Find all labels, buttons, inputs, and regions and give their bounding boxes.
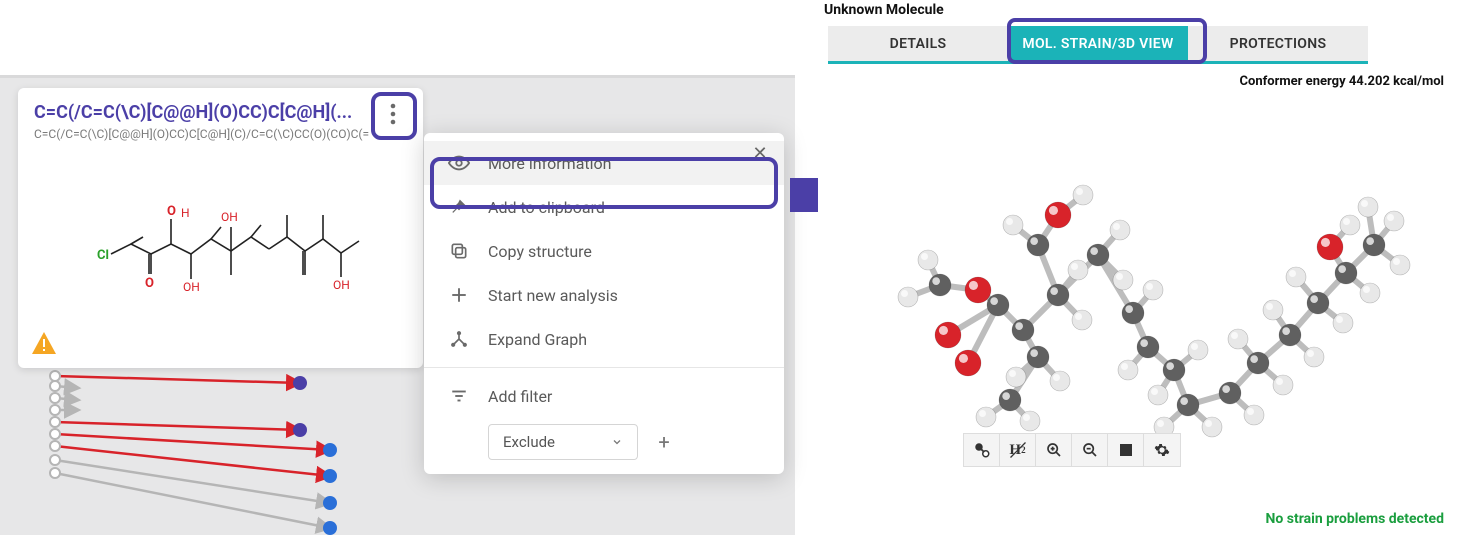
- svg-text:Cl: Cl: [97, 248, 109, 263]
- menu-start-analysis[interactable]: Start new analysis: [424, 273, 784, 317]
- menu-more-information[interactable]: More information: [424, 141, 784, 185]
- menu-item-label: Add to clipboard: [488, 198, 605, 217]
- tree-icon: [448, 328, 470, 350]
- tab-details[interactable]: DETAILS: [828, 26, 1008, 61]
- tool-zoom-in-button[interactable]: [1036, 434, 1072, 466]
- tool-zoom-out-button[interactable]: [1072, 434, 1108, 466]
- structure-2d: Cl O O H OH OH OH: [34, 159, 407, 319]
- menu-add-filter: Add filter: [424, 374, 784, 418]
- menu-item-label: Add filter: [488, 387, 552, 406]
- pin-icon: [448, 196, 470, 218]
- filter-mode-select[interactable]: Exclude: [488, 424, 638, 460]
- card-context-menu: ✕ More information Add to clipboard Copy…: [424, 133, 784, 474]
- svg-text:O: O: [167, 204, 176, 219]
- copy-icon: [448, 240, 470, 262]
- tool-settings-button[interactable]: [1144, 434, 1180, 466]
- menu-item-label: Start new analysis: [488, 286, 618, 305]
- add-filter-button[interactable]: +: [650, 428, 678, 456]
- svg-text:OH: OH: [221, 210, 238, 224]
- tool-hydrogen-button[interactable]: H2: [1000, 434, 1036, 466]
- viewer-toolbar: H2: [963, 433, 1181, 467]
- molecule-3d-svg: [828, 95, 1438, 475]
- card-menu-button[interactable]: [375, 96, 411, 132]
- tab-row: DETAILS MOL. STRAIN/3D VIEW PROTECTIONS: [828, 26, 1368, 64]
- molecule-title: Unknown Molecule: [818, 0, 1458, 20]
- smiles-subtitle: C=C(/C=C(\C)[C@@H](O)CC)C[C@H](C)/C=C(\C…: [34, 127, 407, 141]
- molecule-card: C=C(/C=C(\C)[C@@H](O)CC)C[C@H](... C=C(/…: [18, 88, 423, 368]
- menu-close-button[interactable]: ✕: [748, 141, 772, 165]
- tool-style-button[interactable]: [964, 434, 1000, 466]
- svg-text:O: O: [145, 276, 154, 291]
- right-panel: Unknown Molecule DETAILS MOL. STRAIN/3D …: [818, 0, 1458, 535]
- menu-separator: [424, 367, 784, 368]
- filter-icon: [448, 385, 470, 407]
- viewer-3d[interactable]: H2: [828, 95, 1438, 475]
- svg-text:OH: OH: [183, 280, 200, 294]
- menu-item-label: Copy structure: [488, 242, 592, 261]
- menu-add-clipboard[interactable]: Add to clipboard: [424, 185, 784, 229]
- tool-stop-button[interactable]: [1108, 434, 1144, 466]
- tab-mol-strain-3d[interactable]: MOL. STRAIN/3D VIEW: [1008, 26, 1188, 61]
- smiles-title: C=C(/C=C(\C)[C@@H](O)CC)C[C@H](...: [34, 102, 407, 123]
- conformer-energy: Conformer energy 44.202 kcal/mol: [818, 64, 1458, 89]
- menu-expand-graph[interactable]: Expand Graph: [424, 317, 784, 361]
- svg-text:H: H: [181, 206, 190, 220]
- menu-item-label: Expand Graph: [488, 330, 587, 349]
- chevron-down-icon: [611, 436, 623, 448]
- tab-protections[interactable]: PROTECTIONS: [1188, 26, 1368, 61]
- menu-item-label: More information: [488, 154, 611, 173]
- plus-icon: [448, 284, 470, 306]
- menu-copy-structure[interactable]: Copy structure: [424, 229, 784, 273]
- eye-icon: [448, 152, 470, 174]
- svg-text:OH: OH: [333, 278, 350, 292]
- select-value: Exclude: [503, 433, 555, 451]
- warning-icon: [32, 332, 56, 358]
- left-panel: C=C(/C=C(\C)[C@@H](O)CC)C[C@H](... C=C(/…: [0, 75, 795, 535]
- strain-status: No strain problems detected: [1266, 511, 1444, 527]
